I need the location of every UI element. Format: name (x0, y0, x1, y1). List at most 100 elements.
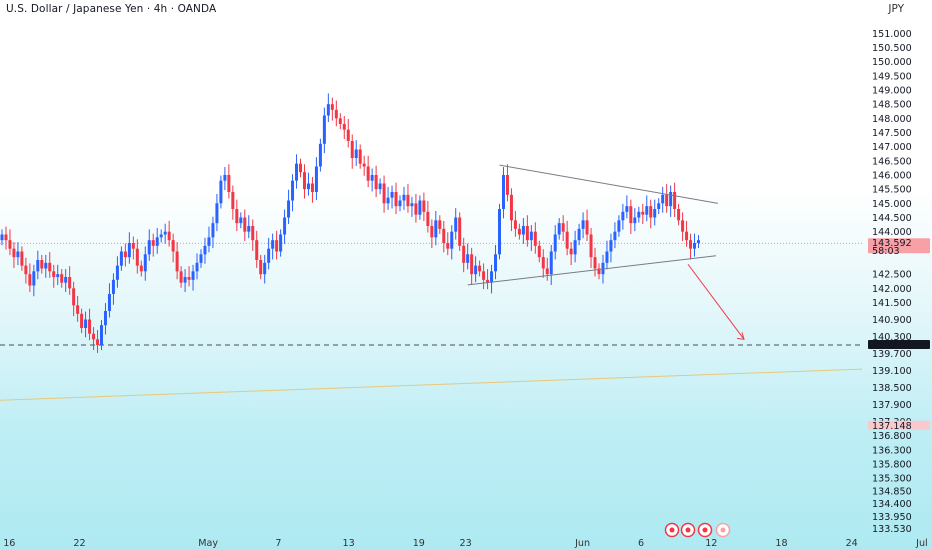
candle (398, 195, 402, 212)
currency-label: JPY (888, 3, 904, 15)
y-tick-label: 146.500 (872, 156, 912, 167)
candle (326, 93, 330, 123)
candle-body (366, 166, 370, 181)
candle-body (12, 248, 16, 258)
y-tick-label: 134.850 (872, 486, 912, 497)
candle-body (549, 251, 553, 275)
candle-body (219, 180, 223, 204)
candle (697, 235, 700, 249)
x-tick-label: 13 (342, 538, 354, 549)
candle-body (207, 237, 211, 246)
candle (454, 208, 458, 240)
candle-body (318, 143, 322, 167)
candle-body (490, 271, 494, 283)
candle-body (589, 234, 593, 258)
candle (585, 209, 589, 242)
candle (155, 227, 159, 254)
projection-arrow (687, 263, 745, 340)
candle-body (179, 271, 183, 283)
candle-body (295, 163, 299, 181)
candle-body (446, 243, 450, 249)
candle (44, 254, 48, 278)
candle-body (195, 262, 199, 272)
candle-body (494, 254, 498, 272)
candle-body (354, 149, 358, 158)
candle (287, 189, 291, 225)
y-tick-label: 136.800 (872, 431, 912, 442)
candle-body (414, 203, 418, 215)
candle (685, 220, 689, 247)
candle-body (501, 175, 505, 209)
candle (661, 186, 665, 213)
candle-body (537, 245, 541, 258)
x-tick-label: 16 (3, 538, 15, 549)
candle-body (187, 277, 191, 280)
candle-body (64, 277, 68, 283)
candle (56, 264, 60, 285)
y-tick-label: 148.000 (872, 114, 912, 125)
y-tick-label: 138.500 (872, 383, 912, 394)
candle-body (545, 268, 549, 275)
candle (76, 295, 80, 322)
candle (350, 134, 354, 169)
candle-body (362, 163, 366, 167)
candle (418, 195, 422, 220)
candle-body (561, 223, 565, 232)
y-tick-label: 145.500 (872, 185, 912, 196)
candle-body (418, 200, 422, 215)
candle-body (358, 149, 362, 164)
candle-body (299, 163, 302, 173)
y-tick-label: 139.700 (872, 349, 912, 360)
candle (629, 199, 633, 234)
candle (131, 236, 135, 260)
price-axis[interactable]: 151.000 150.500 150.000 149.500 149.000 148.5… (868, 29, 930, 535)
candle (20, 246, 24, 271)
candle-body (36, 260, 40, 272)
candle-body (458, 217, 462, 246)
x-tick-label: 6 (638, 538, 644, 549)
candle (513, 210, 517, 237)
candle-body (517, 228, 521, 235)
event-dot-icon (720, 527, 726, 533)
y-tick-label: 150.000 (872, 57, 912, 68)
candle (318, 138, 322, 172)
candle (80, 308, 84, 334)
candle-body (621, 211, 625, 221)
y-tick-label: 149.500 (872, 71, 912, 82)
candle-body (243, 217, 247, 232)
trend-lines (0, 242, 863, 401)
candle (597, 263, 601, 280)
drawings[interactable] (467, 164, 745, 340)
candle-body (175, 251, 179, 272)
candle (322, 107, 326, 154)
time-axis[interactable]: 16 22 May 7 13 19 23 Jun 6 12 18 24 Jul (3, 522, 928, 550)
candle-body (255, 240, 259, 260)
candle (111, 273, 115, 305)
candle-body (533, 231, 537, 246)
event-dot-icon (702, 527, 708, 533)
candle-body (20, 251, 24, 266)
candle (219, 175, 223, 209)
candle (310, 176, 314, 203)
candle-body (28, 274, 32, 286)
candle (251, 219, 255, 251)
candle (147, 229, 151, 261)
candle-body (685, 231, 689, 241)
candle (107, 283, 111, 318)
candle-body (123, 251, 127, 258)
candle (119, 246, 123, 271)
candle-body (291, 180, 295, 201)
x-tick-label: 19 (413, 538, 425, 549)
candle (609, 233, 613, 263)
candles[interactable] (0, 93, 701, 353)
candle (88, 308, 92, 341)
candle-body (653, 209, 657, 218)
candle-body (438, 220, 442, 229)
candle (167, 220, 171, 247)
candle (470, 247, 474, 285)
candle (657, 198, 661, 215)
candle-body (693, 243, 697, 249)
candle-body (498, 209, 501, 255)
candle (255, 230, 259, 268)
